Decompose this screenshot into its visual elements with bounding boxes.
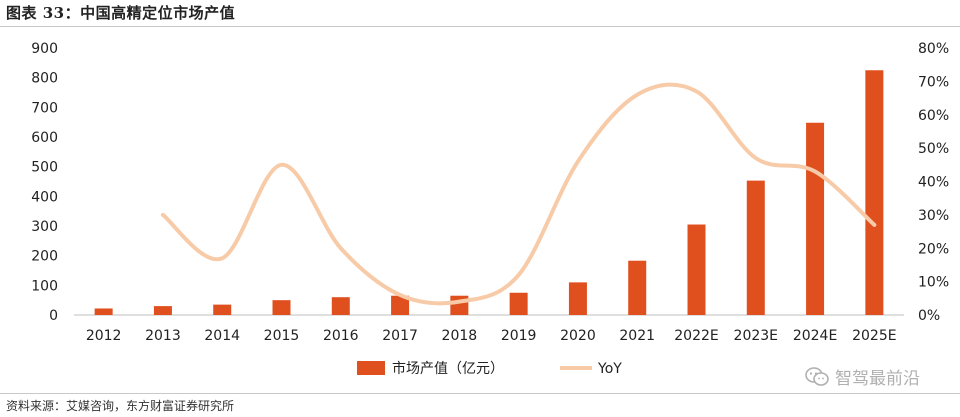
x-tick-label: 2015 bbox=[264, 328, 300, 344]
y-left-tick-label: 900 bbox=[31, 41, 58, 57]
line-series bbox=[160, 82, 877, 306]
x-tick-label: 2021 bbox=[619, 328, 655, 344]
chart-title: 图表 33：中国高精定位市场产值 bbox=[6, 4, 236, 22]
wechat-icon bbox=[805, 366, 829, 386]
x-tick-label: 2022E bbox=[674, 328, 718, 344]
source-note: 资料来源：艾媒咨询，东方财富证券研究所 bbox=[6, 399, 235, 413]
x-tick-label: 2014 bbox=[204, 328, 240, 344]
y-left-tick-label: 400 bbox=[31, 189, 58, 205]
y-left-tick-label: 200 bbox=[31, 249, 58, 265]
bar bbox=[806, 122, 825, 315]
bar bbox=[865, 70, 884, 315]
bar bbox=[746, 180, 765, 315]
y-right-tick-label: 0% bbox=[918, 308, 940, 324]
watermark-text: 智驾最前沿 bbox=[835, 369, 920, 389]
bar bbox=[391, 295, 410, 315]
x-tick-label: 2023E bbox=[734, 328, 778, 344]
bar bbox=[568, 282, 587, 315]
x-tick-label: 2016 bbox=[323, 328, 359, 344]
x-tick-label: 2012 bbox=[86, 328, 122, 344]
y-right-tick-label: 10% bbox=[918, 275, 949, 291]
watermark: 智驾最前沿 bbox=[805, 364, 920, 389]
chart: 0 100 200 300 400 500 600 700 800 900 0% 10% 20% 30% 4… bbox=[31, 41, 949, 377]
bar bbox=[272, 300, 291, 315]
legend-bar-label: 市场产值（亿元） bbox=[392, 360, 504, 377]
y-right-tick-label: 50% bbox=[918, 141, 949, 157]
y-left-tick-label: 700 bbox=[31, 100, 58, 116]
y-right-tick-label: 70% bbox=[918, 74, 949, 90]
legend-line-label: YoY bbox=[597, 361, 622, 377]
x-tick-label: 2018 bbox=[442, 328, 478, 344]
bar bbox=[628, 260, 647, 315]
y-right-tick-label: 20% bbox=[918, 241, 949, 257]
x-tick-label: 2025E bbox=[852, 328, 896, 344]
legend: 市场产值（亿元） YoY bbox=[357, 360, 622, 377]
bar-series bbox=[94, 70, 884, 315]
y-right-tick-label: 40% bbox=[918, 175, 949, 191]
x-tick-label: 2024E bbox=[793, 328, 837, 344]
x-tick-label: 2020 bbox=[560, 328, 596, 344]
bar bbox=[331, 297, 350, 315]
x-tick-label: 2019 bbox=[501, 328, 537, 344]
yoy-line bbox=[160, 82, 877, 306]
y-right-tick-label: 30% bbox=[918, 208, 949, 224]
y-left-tick-label: 300 bbox=[31, 219, 58, 235]
x-tick-label: 2017 bbox=[382, 328, 418, 344]
bar bbox=[153, 306, 172, 315]
bar bbox=[213, 304, 232, 315]
y-right-tick-label: 80% bbox=[918, 41, 949, 57]
y-left-tick-label: 800 bbox=[31, 71, 58, 87]
bar bbox=[509, 292, 528, 315]
y-left-tick-label: 0 bbox=[49, 308, 58, 324]
legend-bar-swatch bbox=[357, 361, 385, 375]
y-right-tick-label: 60% bbox=[918, 108, 949, 124]
y-left-tick-label: 500 bbox=[31, 160, 58, 176]
bar bbox=[687, 224, 706, 315]
axis-labels: 0 100 200 300 400 500 600 700 800 900 0% 10% 20% 30% 4… bbox=[31, 41, 949, 344]
bar bbox=[450, 295, 469, 315]
y-left-tick-label: 100 bbox=[31, 278, 58, 294]
bar bbox=[94, 308, 113, 315]
title-divider bbox=[0, 26, 960, 27]
x-tick-label: 2013 bbox=[145, 328, 181, 344]
y-left-tick-label: 600 bbox=[31, 130, 58, 146]
source-divider bbox=[0, 393, 960, 394]
